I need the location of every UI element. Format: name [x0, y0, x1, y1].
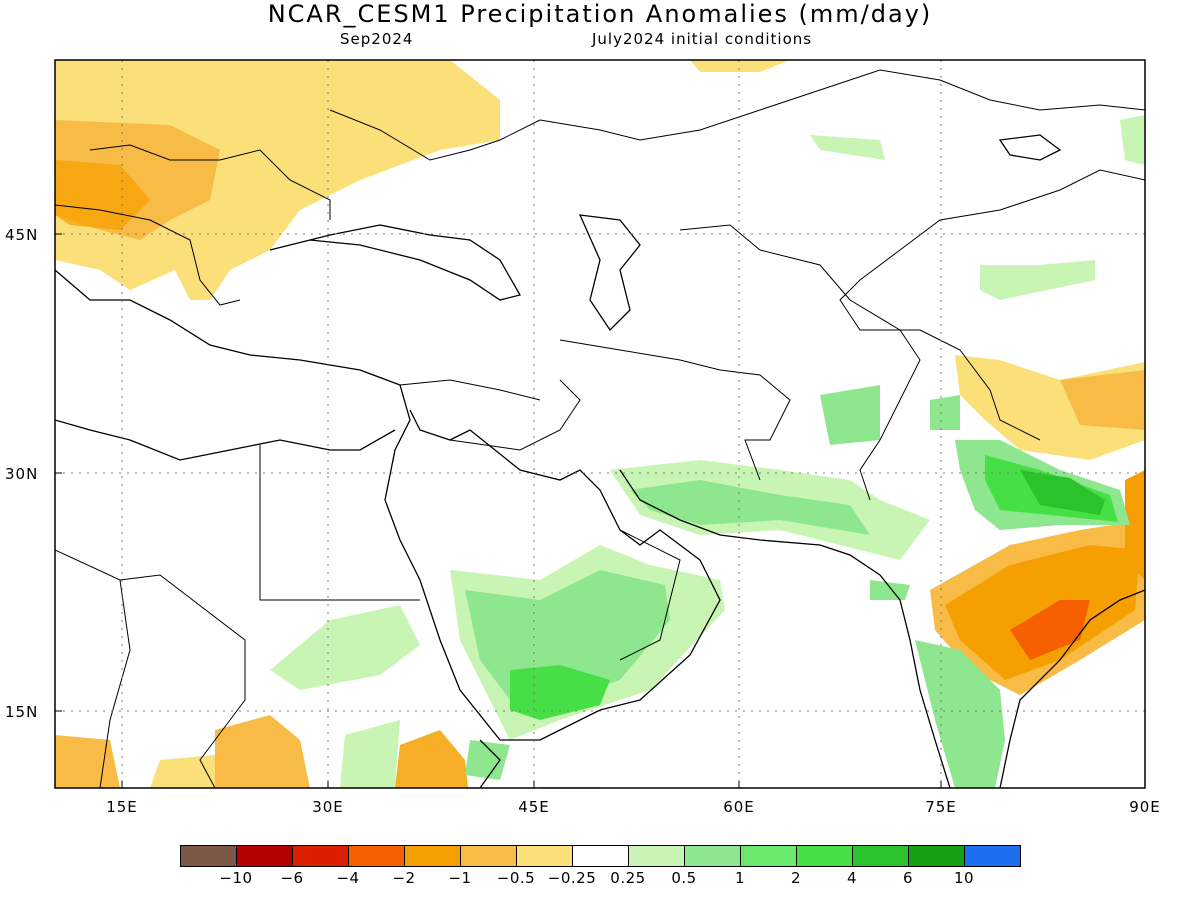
lat-label-45n: 45N: [5, 226, 39, 244]
map-frame: [54, 59, 1146, 789]
colorbar-label: 1: [734, 869, 746, 887]
country-borders: [55, 69, 1145, 788]
colorbar-swatch: [237, 846, 293, 866]
colorbar-swatch: [629, 846, 685, 866]
lon-label-30e: 30E: [312, 798, 344, 816]
wet-anomaly-iran-pakistan: [610, 385, 930, 600]
wet-anomaly-himalaya-india: [810, 115, 1145, 788]
colorbar-label: 4: [846, 869, 858, 887]
lon-label-90e: 90E: [1129, 798, 1161, 816]
initial-conditions: July2024 initial conditions: [592, 30, 813, 48]
lat-label-15n: 15N: [5, 703, 39, 721]
axis-ticks: [55, 233, 942, 788]
colorbar-swatch: [461, 846, 517, 866]
colorbar-swatch: [853, 846, 909, 866]
colorbar-swatch: [517, 846, 573, 866]
colorbar-label: −10: [219, 869, 253, 887]
lon-label-60e: 60E: [723, 798, 755, 816]
colorbar-label: 2: [790, 869, 802, 887]
dry-anomaly-east-africa: [55, 715, 468, 788]
colorbar: [180, 845, 1021, 867]
graticule: [55, 60, 1145, 788]
colorbar-swatch: [573, 846, 629, 866]
lon-label-15e: 15E: [106, 798, 138, 816]
lon-label-45e: 45E: [518, 798, 550, 816]
colorbar-label: 0.25: [610, 869, 646, 887]
colorbar-label: −6: [280, 869, 304, 887]
wet-anomaly-arabia: [270, 545, 725, 788]
colorbar-label: −0.5: [496, 869, 536, 887]
lat-label-30n: 30N: [5, 465, 39, 483]
colorbar-swatch: [405, 846, 461, 866]
colorbar-swatch: [909, 846, 965, 866]
colorbar-label: −1: [448, 869, 472, 887]
colorbar-swatch: [797, 846, 853, 866]
colorbar-swatch: [685, 846, 741, 866]
forecast-month: Sep2024: [340, 30, 414, 48]
colorbar-swatch: [181, 846, 237, 866]
colorbar-swatch: [965, 846, 1020, 866]
colorbar-swatch: [349, 846, 405, 866]
colorbar-label: 6: [902, 869, 914, 887]
colorbar-swatch: [741, 846, 797, 866]
chart-title: NCAR_CESM1 Precipitation Anomalies (mm/d…: [267, 0, 933, 28]
colorbar-label: 10: [953, 869, 975, 887]
coastlines: [55, 134, 1145, 788]
lon-label-75e: 75E: [925, 798, 957, 816]
colorbar-swatch: [293, 846, 349, 866]
colorbar-label: −0.25: [547, 869, 597, 887]
colorbar-label: 0.5: [671, 869, 697, 887]
colorbar-label: −2: [392, 869, 416, 887]
dry-anomaly-india-bay-of-bengal: [930, 355, 1145, 695]
dry-anomaly-europe: [55, 60, 790, 300]
colorbar-label: −4: [336, 869, 360, 887]
